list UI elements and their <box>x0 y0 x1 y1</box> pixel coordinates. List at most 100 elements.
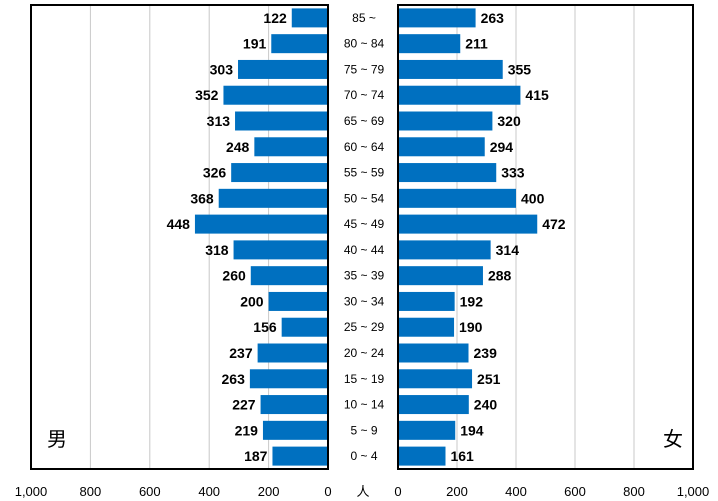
age-group-label: 50 ~ 54 <box>344 191 385 205</box>
female-bar <box>398 111 493 131</box>
male-bar <box>291 8 328 28</box>
right-plot-frame <box>397 4 694 470</box>
x-tick-label-right: 200 <box>446 484 468 499</box>
female-value-label: 333 <box>501 165 525 181</box>
x-tick-label-right: 1,000 <box>677 484 710 499</box>
left-plot-frame <box>30 4 329 470</box>
male-value-label: 326 <box>203 165 227 181</box>
age-group-label: 35 ~ 39 <box>344 269 385 283</box>
male-bars <box>194 8 328 466</box>
male-bar <box>257 343 328 363</box>
female-value-label: 320 <box>497 113 521 129</box>
age-group-label: 75 ~ 79 <box>344 62 385 76</box>
female-bar <box>398 188 516 208</box>
x-tick-label-right: 800 <box>623 484 645 499</box>
female-series-label: 女 <box>663 428 683 451</box>
female-bar <box>398 34 461 54</box>
age-group-label: 30 ~ 34 <box>344 294 385 308</box>
female-bar <box>398 446 446 466</box>
male-bar <box>218 188 328 208</box>
female-bar <box>398 163 497 183</box>
x-tick-label-left: 200 <box>258 484 280 499</box>
x-tick-label-left: 0 <box>324 484 331 499</box>
female-value-label: 194 <box>460 422 484 438</box>
age-group-label: 70 ~ 74 <box>344 88 385 102</box>
x-tick-label-right: 0 <box>394 484 401 499</box>
female-value-label: 263 <box>481 10 505 26</box>
female-bar <box>398 240 491 260</box>
x-axis-ticks: 1,000 800 600 400 200 0 0 200 400 600 800 1,000 <box>15 484 710 499</box>
male-bar <box>272 446 328 466</box>
female-bar <box>398 369 473 389</box>
female-value-label: 288 <box>488 268 512 284</box>
x-tick-label-left: 400 <box>198 484 220 499</box>
female-value-label: 190 <box>459 319 483 335</box>
female-value-label: 400 <box>521 190 545 206</box>
female-bar <box>398 214 538 234</box>
age-group-label: 25 ~ 29 <box>344 320 385 334</box>
male-value-label: 448 <box>167 216 191 232</box>
male-value-label: 248 <box>226 139 250 155</box>
age-group-label: 85 ~ <box>352 11 376 25</box>
x-tick-label-right: 400 <box>505 484 527 499</box>
male-value-label: 191 <box>243 36 267 52</box>
male-series-label: 男 <box>47 429 67 451</box>
age-group-label: 65 ~ 69 <box>344 114 385 128</box>
male-bar <box>249 369 328 389</box>
female-value-label: 355 <box>508 61 532 77</box>
female-value-label: 161 <box>450 448 474 464</box>
female-value-label: 239 <box>474 345 498 361</box>
female-value-label: 294 <box>490 139 514 155</box>
male-bar <box>235 111 328 131</box>
age-group-label: 80 ~ 84 <box>344 37 385 51</box>
male-bar <box>262 420 328 440</box>
male-bar <box>271 34 328 54</box>
male-value-label: 260 <box>222 268 246 284</box>
left-grid <box>89 5 270 469</box>
male-bar <box>223 85 328 105</box>
male-value-labels: 1221913033523132483263684483182602001562… <box>167 10 287 464</box>
male-value-label: 318 <box>205 242 229 258</box>
age-group-label: 45 ~ 49 <box>344 217 385 231</box>
male-bar <box>254 137 328 157</box>
male-value-label: 187 <box>244 448 268 464</box>
x-axis-unit-label: 人 <box>356 484 369 499</box>
female-bar <box>398 266 483 286</box>
male-value-label: 227 <box>232 397 256 413</box>
male-bar <box>238 59 328 79</box>
male-value-label: 200 <box>240 293 264 309</box>
female-value-label: 251 <box>477 371 501 387</box>
age-group-label: 20 ~ 24 <box>344 346 385 360</box>
age-group-label: 0 ~ 4 <box>350 449 377 463</box>
age-group-label: 10 ~ 14 <box>344 398 385 412</box>
female-value-label: 314 <box>496 242 520 258</box>
female-bar <box>398 137 485 157</box>
male-bar <box>194 214 328 234</box>
female-value-label: 211 <box>465 36 488 52</box>
age-group-label: 55 ~ 59 <box>344 166 385 180</box>
female-bar <box>398 59 503 79</box>
x-tick-label-right: 600 <box>564 484 586 499</box>
male-value-label: 313 <box>207 113 231 129</box>
female-value-label: 240 <box>474 397 498 413</box>
x-tick-label-left: 800 <box>80 484 102 499</box>
female-value-label: 472 <box>542 216 566 232</box>
male-value-label: 352 <box>195 87 219 103</box>
age-group-labels: 85 ~ 80 ~ 84 75 ~ 79 70 ~ 74 65 ~ 69 60 ~ 64 5… <box>344 11 385 463</box>
male-value-label: 122 <box>263 10 287 26</box>
x-tick-label-left: 600 <box>139 484 161 499</box>
age-group-label: 40 ~ 44 <box>344 243 385 257</box>
male-bar <box>231 163 328 183</box>
x-tick-label-left: 1,000 <box>15 484 48 499</box>
male-value-label: 237 <box>229 345 253 361</box>
female-bar <box>398 395 469 415</box>
age-group-label: 15 ~ 19 <box>344 372 385 386</box>
right-grid <box>456 5 635 469</box>
female-value-label: 192 <box>460 293 484 309</box>
female-bar <box>398 85 521 105</box>
female-bar <box>398 8 476 28</box>
male-bar <box>233 240 328 260</box>
female-bar <box>398 317 455 337</box>
